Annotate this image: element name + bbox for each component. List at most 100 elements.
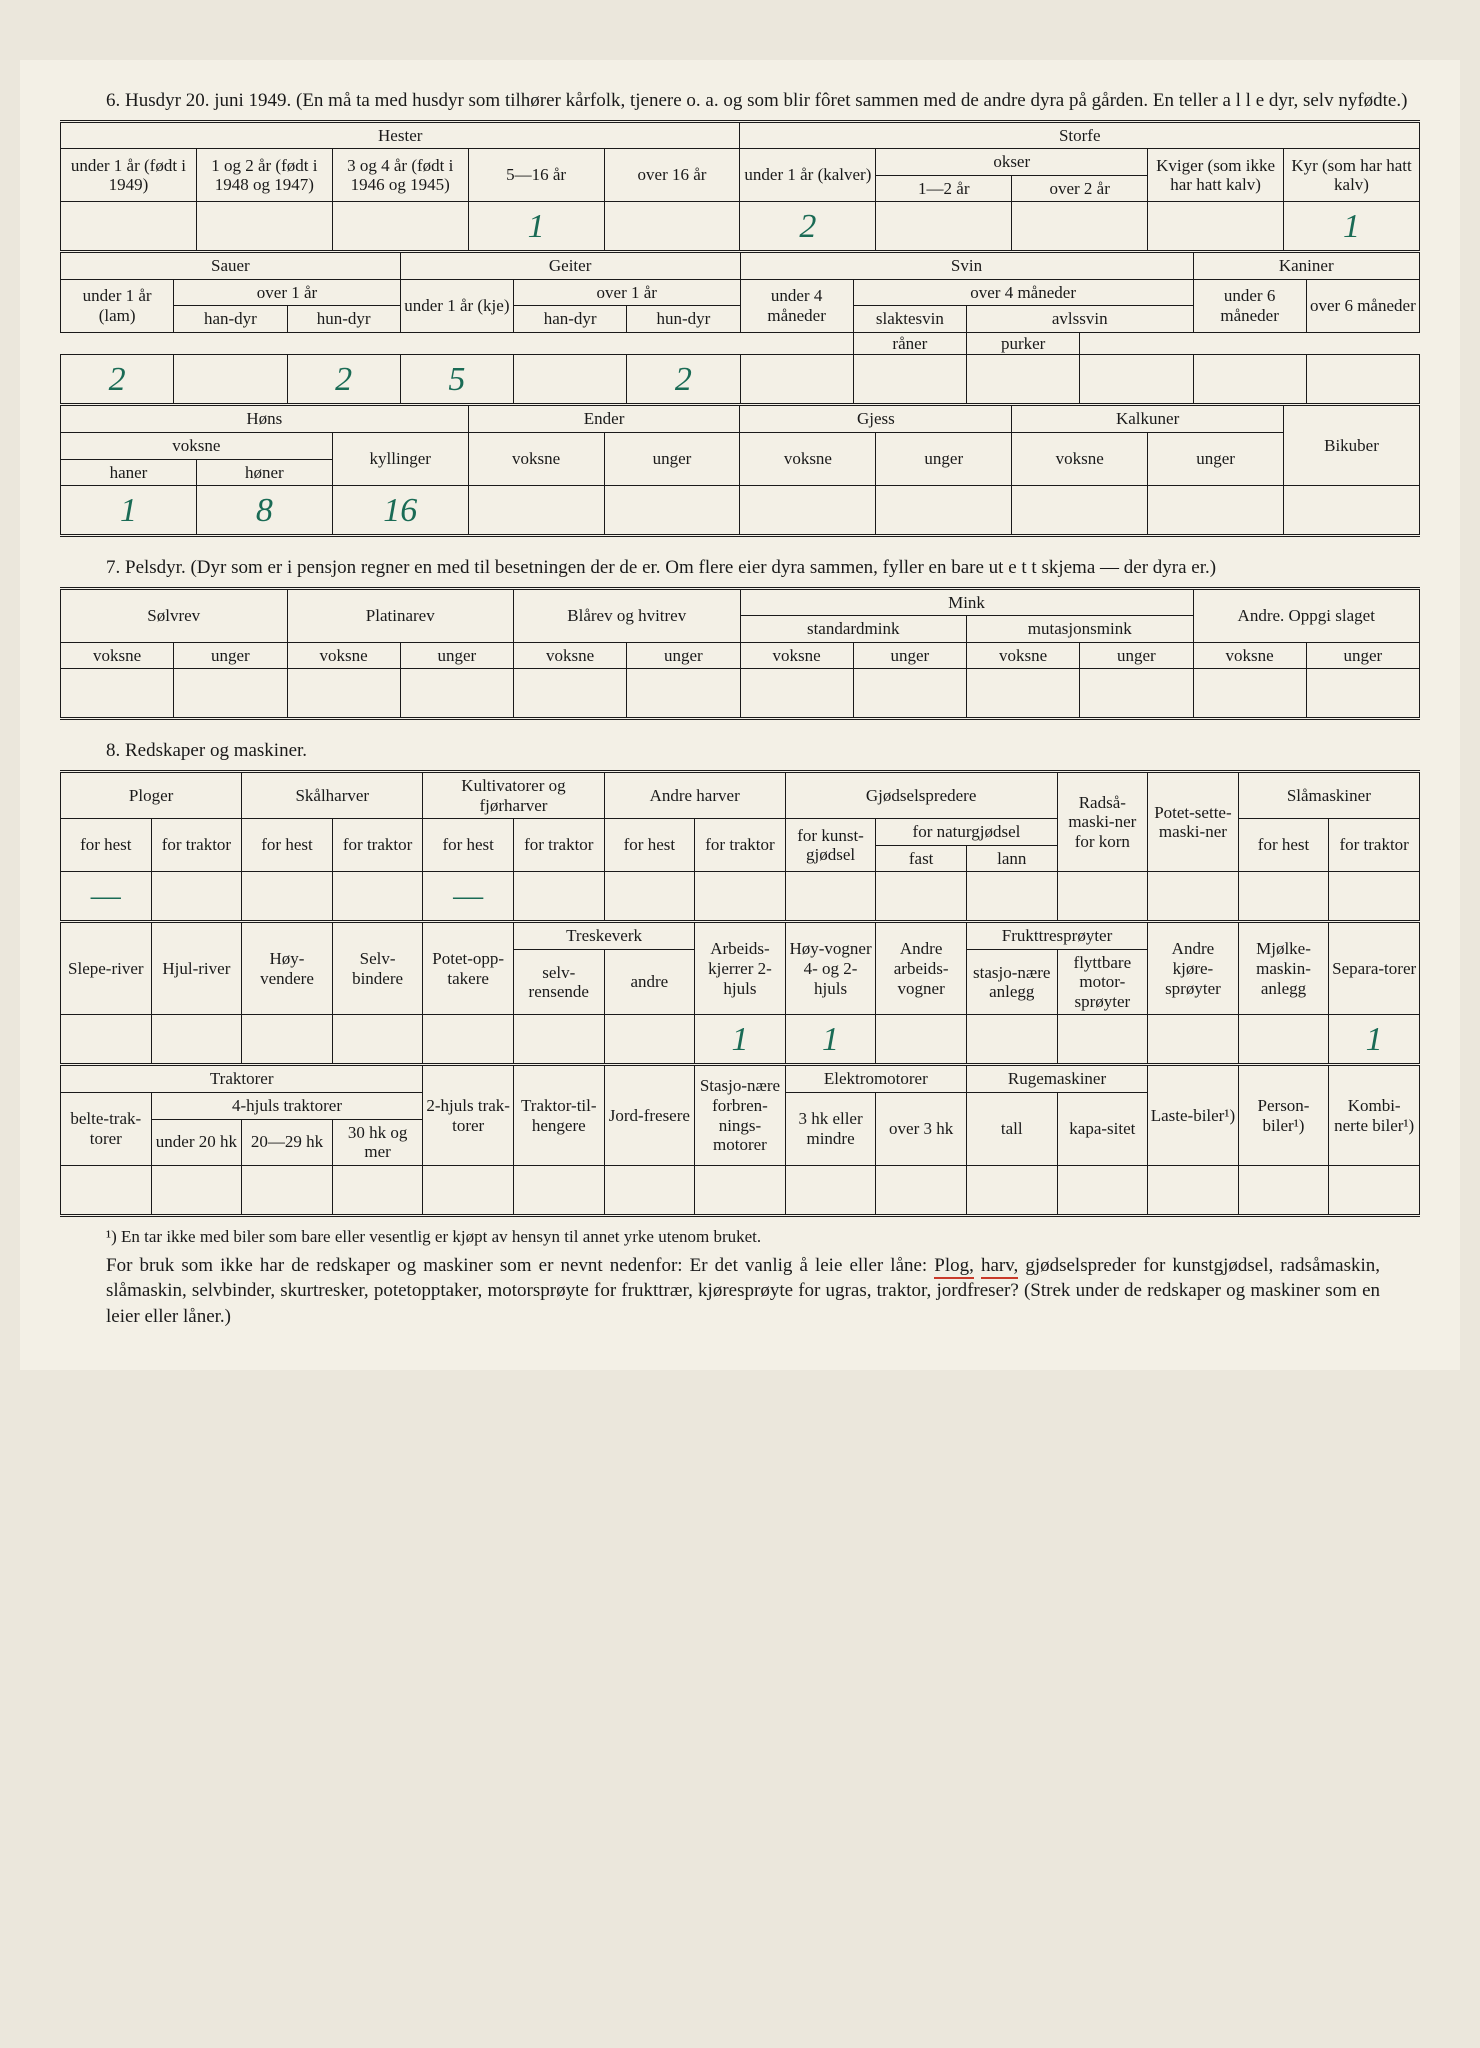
g-gjodsel: Gjødselspredere	[785, 772, 1057, 819]
group-kaniner: Kaniner	[1193, 253, 1420, 280]
col-ender-v: voksne	[468, 433, 604, 486]
g-blarev: Blårev og hvitrev	[514, 588, 741, 642]
cell: 2	[627, 355, 740, 405]
col-sauer-over1: over 1 år	[174, 279, 401, 306]
cell	[513, 1015, 604, 1065]
cell	[1148, 872, 1239, 922]
cell	[966, 1165, 1057, 1215]
cell	[332, 202, 468, 252]
cell: 1	[785, 1015, 876, 1065]
g-andreharv: Andre harver	[604, 772, 785, 819]
s-fast: fast	[876, 845, 967, 872]
g-traktorer: Traktorer	[61, 1066, 423, 1093]
cell	[967, 669, 1080, 719]
s-tall: tall	[966, 1092, 1057, 1165]
col-svin-o4: over 4 måneder	[853, 279, 1193, 306]
g-kombi: Kombi-nerte biler¹)	[1329, 1066, 1420, 1165]
s-2029: 20—29 hk	[242, 1119, 333, 1165]
cell: —	[423, 872, 514, 922]
s-natur: for naturgjødsel	[876, 819, 1057, 846]
s-o3hk: over 3 hk	[876, 1092, 967, 1165]
cell	[604, 872, 695, 922]
group-ender: Ender	[468, 406, 740, 433]
bottom-lead: For bruk som ikke har de redskaper og ma…	[106, 1255, 934, 1276]
g-kultiv: Kultivatorer og fjørharver	[423, 772, 604, 819]
cell	[876, 202, 1012, 252]
col-h1: under 1 år (født i 1949)	[61, 149, 197, 202]
g-hjul: Hjul-river	[151, 923, 242, 1015]
cell	[1238, 1165, 1329, 1215]
group-svin: Svin	[740, 253, 1193, 280]
s-belte: belte-trak-torer	[61, 1092, 152, 1165]
g-platinarev: Platinarev	[287, 588, 514, 642]
s-trak: for traktor	[151, 819, 242, 872]
cell	[1284, 486, 1420, 536]
sub-v: voksne	[61, 642, 174, 669]
section-6-heading: 6. Husdyr 20. juni 1949. (En må ta med h…	[106, 88, 1420, 114]
g-stdmink: standardmink	[740, 616, 967, 643]
s-trak: for traktor	[1329, 819, 1420, 872]
cell	[1238, 1015, 1329, 1065]
sub-v: voksne	[1193, 642, 1306, 669]
col-kviger: Kviger (som ikke har hatt kalv)	[1148, 149, 1284, 202]
cell	[604, 1015, 695, 1065]
col-sauer-hun: hun-dyr	[287, 306, 400, 333]
group-geiter: Geiter	[400, 253, 740, 280]
col-okser-over2: over 2 år	[1012, 175, 1148, 202]
cell: 16	[332, 486, 468, 536]
cell	[1329, 1165, 1420, 1215]
cell	[1306, 355, 1419, 405]
g-tilh: Traktor-til-hengere	[513, 1066, 604, 1165]
g-laste: Laste-biler¹)	[1148, 1066, 1239, 1165]
col-avls: avlssvin	[967, 306, 1194, 333]
g-jordf: Jord-fresere	[604, 1066, 695, 1165]
col-ender-u: unger	[604, 433, 740, 486]
col-sauer-lam: under 1 år (lam)	[61, 279, 174, 332]
g-sla: Slåmaskiner	[1238, 772, 1419, 819]
cell	[627, 669, 740, 719]
cell	[1057, 1165, 1148, 1215]
g-mutmink: mutasjonsmink	[967, 616, 1194, 643]
col-gjess-v: voksne	[740, 433, 876, 486]
group-bikuber: Bikuber	[1284, 406, 1420, 486]
group-hons: Høns	[61, 406, 469, 433]
cell	[1057, 1015, 1148, 1065]
cell	[1329, 872, 1420, 922]
s-hest: for hest	[61, 819, 152, 872]
cell: —	[61, 872, 152, 922]
cell	[61, 1165, 152, 1215]
group-hester: Hester	[61, 121, 740, 149]
cell	[151, 1015, 242, 1065]
sub-u: unger	[853, 642, 966, 669]
cell	[1148, 1165, 1239, 1215]
cell	[242, 1015, 333, 1065]
g-person: Person-biler¹)	[1238, 1066, 1329, 1165]
s-stasj: stasjo-nære anlegg	[966, 949, 1057, 1015]
group-gjess: Gjess	[740, 406, 1012, 433]
s-trak: for traktor	[332, 819, 423, 872]
cell	[1148, 202, 1284, 252]
group-sauer: Sauer	[61, 253, 401, 280]
s-hest: for hest	[604, 819, 695, 872]
col-geit-hun: hun-dyr	[627, 306, 740, 333]
cell: 5	[400, 355, 513, 405]
g-andrekj: Andre kjøre-sprøyter	[1148, 923, 1239, 1015]
sub-u: unger	[400, 642, 513, 669]
census-form-page: 6. Husdyr 20. juni 1949. (En må ta med h…	[20, 60, 1460, 1370]
cell: 1	[61, 486, 197, 536]
cell	[1148, 1015, 1239, 1065]
s-trak: for traktor	[513, 819, 604, 872]
col-kyllinger: kyllinger	[332, 433, 468, 486]
section-8-heading: 8. Redskaper og maskiner.	[106, 738, 1420, 764]
g-ruge: Rugemaskiner	[966, 1066, 1147, 1093]
cell	[332, 872, 423, 922]
col-haner: haner	[61, 459, 197, 486]
col-kalk-u: unger	[1148, 433, 1284, 486]
col-honer: høner	[196, 459, 332, 486]
cell	[513, 872, 604, 922]
col-raner: råner	[853, 332, 966, 355]
table-hester-storfe: Hester Storfe under 1 år (født i 1949) 1…	[60, 120, 1420, 254]
s-30: 30 hk og mer	[332, 1119, 423, 1165]
cell	[332, 1015, 423, 1065]
col-sauer-han: han-dyr	[174, 306, 287, 333]
